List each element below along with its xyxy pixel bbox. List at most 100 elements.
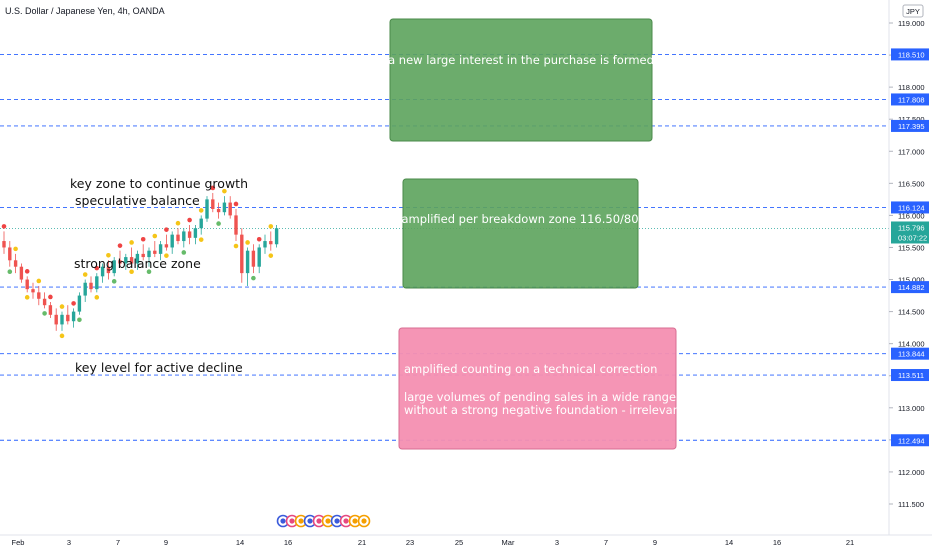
level-price-label: 117.395 xyxy=(898,122,925,131)
time-tick-label: 23 xyxy=(406,538,414,547)
signal-dot xyxy=(7,269,13,275)
candle-body xyxy=(216,208,221,213)
note-text-irrelevant: without a strong negative foundation - i… xyxy=(404,403,685,417)
note-text-purchase-interest: a new large interest in the purchase is … xyxy=(388,53,654,67)
signal-dot xyxy=(198,208,204,213)
candle-body xyxy=(31,289,35,293)
candle-body xyxy=(19,266,24,280)
candle-body xyxy=(77,295,82,312)
price-tick-label: 118.000 xyxy=(898,83,925,92)
level-price-tag xyxy=(891,201,929,214)
time-tick-label: 25 xyxy=(455,538,463,547)
level-price-tag xyxy=(891,347,929,360)
price-tick-label: 117.500 xyxy=(898,115,925,124)
signal-dot xyxy=(94,295,100,300)
candle-body xyxy=(100,266,105,277)
last-price-tag xyxy=(891,221,929,244)
candle-body xyxy=(141,253,145,258)
time-tick-label: 7 xyxy=(116,538,120,547)
candle-body xyxy=(245,250,250,274)
event-icon-dot xyxy=(298,518,304,524)
time-tick-label: Feb xyxy=(12,538,25,547)
signal-dot xyxy=(175,220,181,226)
economic-events[interactable] xyxy=(276,514,371,528)
level-price-label: 113.511 xyxy=(898,371,924,380)
signal-dot xyxy=(106,252,111,258)
signal-dot xyxy=(24,295,30,300)
note-box-technical-correction[interactable] xyxy=(398,327,677,450)
candle-body xyxy=(263,241,267,248)
signal-dot xyxy=(36,278,42,284)
event-icon-dot xyxy=(289,518,295,524)
note-box-breakdown-zone[interactable] xyxy=(402,178,639,289)
price-tick-label: 112.000 xyxy=(898,468,925,477)
signal-dot xyxy=(59,333,65,339)
candle-body xyxy=(274,228,279,245)
signal-dot xyxy=(222,188,227,194)
signal-dot xyxy=(117,243,123,248)
signal-dot xyxy=(256,236,262,242)
candle-body xyxy=(42,298,47,306)
level-price-label: 114.882 xyxy=(898,283,925,292)
note-box-purchase-interest[interactable] xyxy=(389,18,653,142)
time-tick-label: 16 xyxy=(284,538,292,547)
price-tick-label: 115.000 xyxy=(898,276,925,285)
candle-body xyxy=(13,260,18,267)
signal-dot xyxy=(210,185,216,191)
signal-dot xyxy=(233,243,239,249)
level-price-label: 113.844 xyxy=(898,350,925,359)
candle-body xyxy=(187,231,192,238)
level-price-label: 117.808 xyxy=(898,95,925,104)
event-icon-dot xyxy=(316,518,322,524)
signal-dot xyxy=(245,240,250,245)
time-tick-label: 9 xyxy=(653,538,657,547)
candle-body xyxy=(60,314,64,325)
time-tick-label: Mar xyxy=(502,538,515,547)
price-tick-label: 114.000 xyxy=(898,340,925,349)
candle-body xyxy=(193,228,198,238)
signal-dot xyxy=(129,269,134,275)
candle-body xyxy=(135,253,140,264)
signal-dot xyxy=(268,253,274,258)
price-axis[interactable]: 111.500112.000112.500113.000113.500114.0… xyxy=(889,19,929,509)
signal-dot xyxy=(1,224,7,229)
candle-body xyxy=(222,202,227,213)
level-price-tag xyxy=(891,48,929,61)
time-tick-label: 14 xyxy=(725,538,733,547)
signal-dot xyxy=(71,301,76,306)
signal-dot xyxy=(198,237,204,242)
event-icon-dot xyxy=(361,518,367,524)
time-tick-label: 21 xyxy=(358,538,366,547)
candle-body xyxy=(199,218,203,229)
price-tick-label: 114.500 xyxy=(898,308,925,317)
price-tick-label: 117.000 xyxy=(898,147,925,156)
signal-dot xyxy=(24,269,30,274)
chart-title: U.S. Dollar / Japanese Yen, 4h, OANDA xyxy=(5,6,165,16)
candle-body xyxy=(234,215,238,235)
candle-body xyxy=(48,305,53,315)
candle-body xyxy=(66,314,70,322)
signal-dot xyxy=(233,201,239,207)
indicator-dots xyxy=(1,185,274,339)
price-tick-label: 119.000 xyxy=(898,19,925,28)
time-tick-label: 21 xyxy=(846,538,854,547)
time-axis[interactable]: Feb 3 7 9 14 16 21 23 25 Mar 3 7 9 14 16 21 xyxy=(12,538,855,547)
candle-body xyxy=(170,234,174,248)
signal-dot xyxy=(152,233,158,239)
level-price-tag xyxy=(891,434,929,447)
countdown-label: 03:07:22 xyxy=(898,233,927,242)
time-tick-label: 7 xyxy=(604,538,608,547)
price-tick-label: 116.000 xyxy=(898,211,925,220)
candle-body xyxy=(240,234,244,274)
level-price-label: 112.494 xyxy=(898,436,925,445)
signal-dot xyxy=(77,317,82,323)
note-text-pending-sales: large volumes of pending sales in a wide… xyxy=(404,390,676,404)
candle-body xyxy=(2,241,6,248)
candlestick-series xyxy=(2,192,279,331)
candle-body xyxy=(251,250,256,267)
level-price-tag xyxy=(891,119,929,132)
candle-body xyxy=(124,257,128,264)
candle-body xyxy=(228,202,232,216)
time-tick-label: 9 xyxy=(164,538,168,547)
